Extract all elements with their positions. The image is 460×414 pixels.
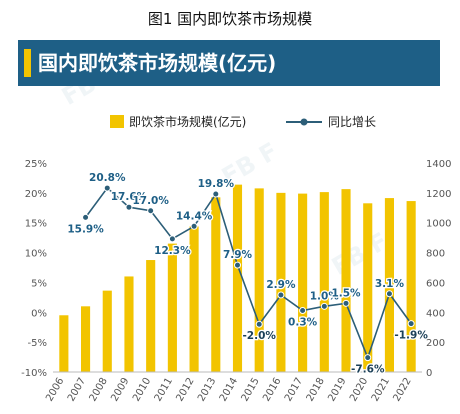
y-right-tick-label: 0 bbox=[426, 368, 432, 379]
line-point bbox=[147, 207, 155, 215]
x-tick-label: 2011 bbox=[153, 376, 175, 404]
x-tick-label: 2021 bbox=[370, 376, 392, 404]
y-left-tick-label: 10% bbox=[25, 249, 47, 260]
data-label: 14.4% bbox=[176, 210, 213, 222]
banner-accent bbox=[24, 49, 31, 77]
legend-label-line: 同比增长 bbox=[328, 115, 377, 129]
y-right-tick-label: 1000 bbox=[426, 219, 451, 230]
bar bbox=[211, 197, 221, 372]
line-point bbox=[103, 184, 111, 192]
line-point bbox=[320, 302, 328, 310]
line-point bbox=[407, 320, 415, 328]
data-label: 15.9% bbox=[67, 223, 104, 235]
x-tick-label: 2017 bbox=[283, 376, 305, 404]
line-point bbox=[277, 291, 285, 299]
x-tick-label: 2015 bbox=[240, 376, 262, 404]
data-label: 17.0% bbox=[132, 195, 169, 207]
bar bbox=[146, 260, 156, 372]
figure-caption: 图1 国内即饮茶市场规模 bbox=[147, 10, 313, 28]
bar bbox=[102, 290, 112, 372]
line-point bbox=[212, 190, 220, 198]
line-point bbox=[82, 213, 90, 221]
y-left-tick-label: 5% bbox=[31, 278, 47, 289]
line-point bbox=[299, 306, 307, 314]
line-point bbox=[190, 222, 198, 230]
data-label: -2.0% bbox=[242, 330, 276, 342]
x-tick-label: 2016 bbox=[261, 376, 283, 404]
bar bbox=[363, 203, 373, 372]
bar bbox=[232, 184, 243, 372]
bar bbox=[59, 315, 69, 372]
y-right-tick-label: 800 bbox=[426, 249, 445, 260]
y-right-tick-label: 400 bbox=[426, 308, 445, 319]
y-right-tick-label: 1400 bbox=[426, 159, 451, 170]
data-label: 0.3% bbox=[288, 316, 318, 328]
legend-swatch-line bbox=[286, 118, 322, 126]
bar bbox=[124, 276, 134, 372]
y-left-tick-label: 25% bbox=[25, 159, 47, 170]
y-right-tick-label: 1200 bbox=[426, 189, 451, 200]
bar bbox=[384, 198, 394, 372]
bar bbox=[341, 189, 351, 372]
legend-label-bar: 即饮茶市场规模(亿元) bbox=[129, 115, 247, 129]
bar bbox=[298, 193, 308, 372]
data-label: -1.9% bbox=[394, 330, 428, 342]
x-tick-label: 2012 bbox=[174, 376, 196, 404]
y-left-tick-label: -5% bbox=[28, 338, 47, 349]
x-tick-label: 2014 bbox=[218, 376, 240, 404]
data-label: 1.0% bbox=[310, 290, 340, 302]
bar bbox=[167, 243, 177, 372]
bar bbox=[406, 201, 416, 372]
banner-title: 国内即饮茶市场规模(亿元) bbox=[38, 51, 277, 75]
x-tick-label: 2019 bbox=[326, 376, 348, 404]
y-left-tick-label: -10% bbox=[21, 368, 47, 379]
line-point bbox=[234, 261, 241, 269]
line-point bbox=[168, 235, 176, 243]
x-tick-label: 2018 bbox=[305, 376, 327, 404]
x-tick-label: 2020 bbox=[348, 376, 370, 404]
data-label: 7.9% bbox=[223, 249, 253, 261]
bar bbox=[81, 306, 91, 372]
x-tick-label: 2009 bbox=[109, 376, 131, 404]
data-label: 2.9% bbox=[266, 279, 296, 291]
line-point bbox=[342, 299, 350, 307]
y-left-tick-label: 0% bbox=[31, 308, 47, 319]
y-right-tick-label: 600 bbox=[426, 278, 445, 289]
data-label: 12.3% bbox=[154, 245, 191, 257]
x-tick-label: 2013 bbox=[196, 376, 218, 404]
chart-legend: 即饮茶市场规模(亿元) 同比增长 bbox=[0, 112, 460, 132]
data-label: 17.6% bbox=[111, 191, 148, 203]
line-point bbox=[385, 290, 393, 298]
y-right-tick-label: 200 bbox=[426, 338, 445, 349]
data-label: 20.8% bbox=[89, 172, 126, 184]
line-point bbox=[364, 354, 372, 362]
title-banner bbox=[18, 40, 440, 86]
data-label: -7.6% bbox=[351, 364, 385, 376]
x-tick-label: 2022 bbox=[391, 376, 413, 404]
legend-swatch-bar bbox=[110, 115, 124, 128]
y-left-tick-label: 15% bbox=[25, 219, 47, 230]
line-point bbox=[125, 203, 133, 211]
bar bbox=[189, 226, 199, 372]
x-tick-label: 2010 bbox=[131, 376, 153, 404]
data-label: 1.5% bbox=[331, 287, 361, 299]
x-tick-label: 2008 bbox=[88, 376, 110, 404]
data-label: 3.1% bbox=[375, 278, 405, 290]
series-line bbox=[84, 186, 412, 360]
line-point bbox=[255, 320, 263, 328]
data-label: 19.8% bbox=[198, 178, 235, 190]
bar bbox=[276, 192, 286, 372]
bar bbox=[254, 188, 264, 372]
y-left-tick-label: 20% bbox=[25, 189, 47, 200]
x-tick-label: 2007 bbox=[66, 376, 88, 404]
bar bbox=[319, 192, 329, 372]
x-tick-label: 2006 bbox=[44, 376, 66, 404]
